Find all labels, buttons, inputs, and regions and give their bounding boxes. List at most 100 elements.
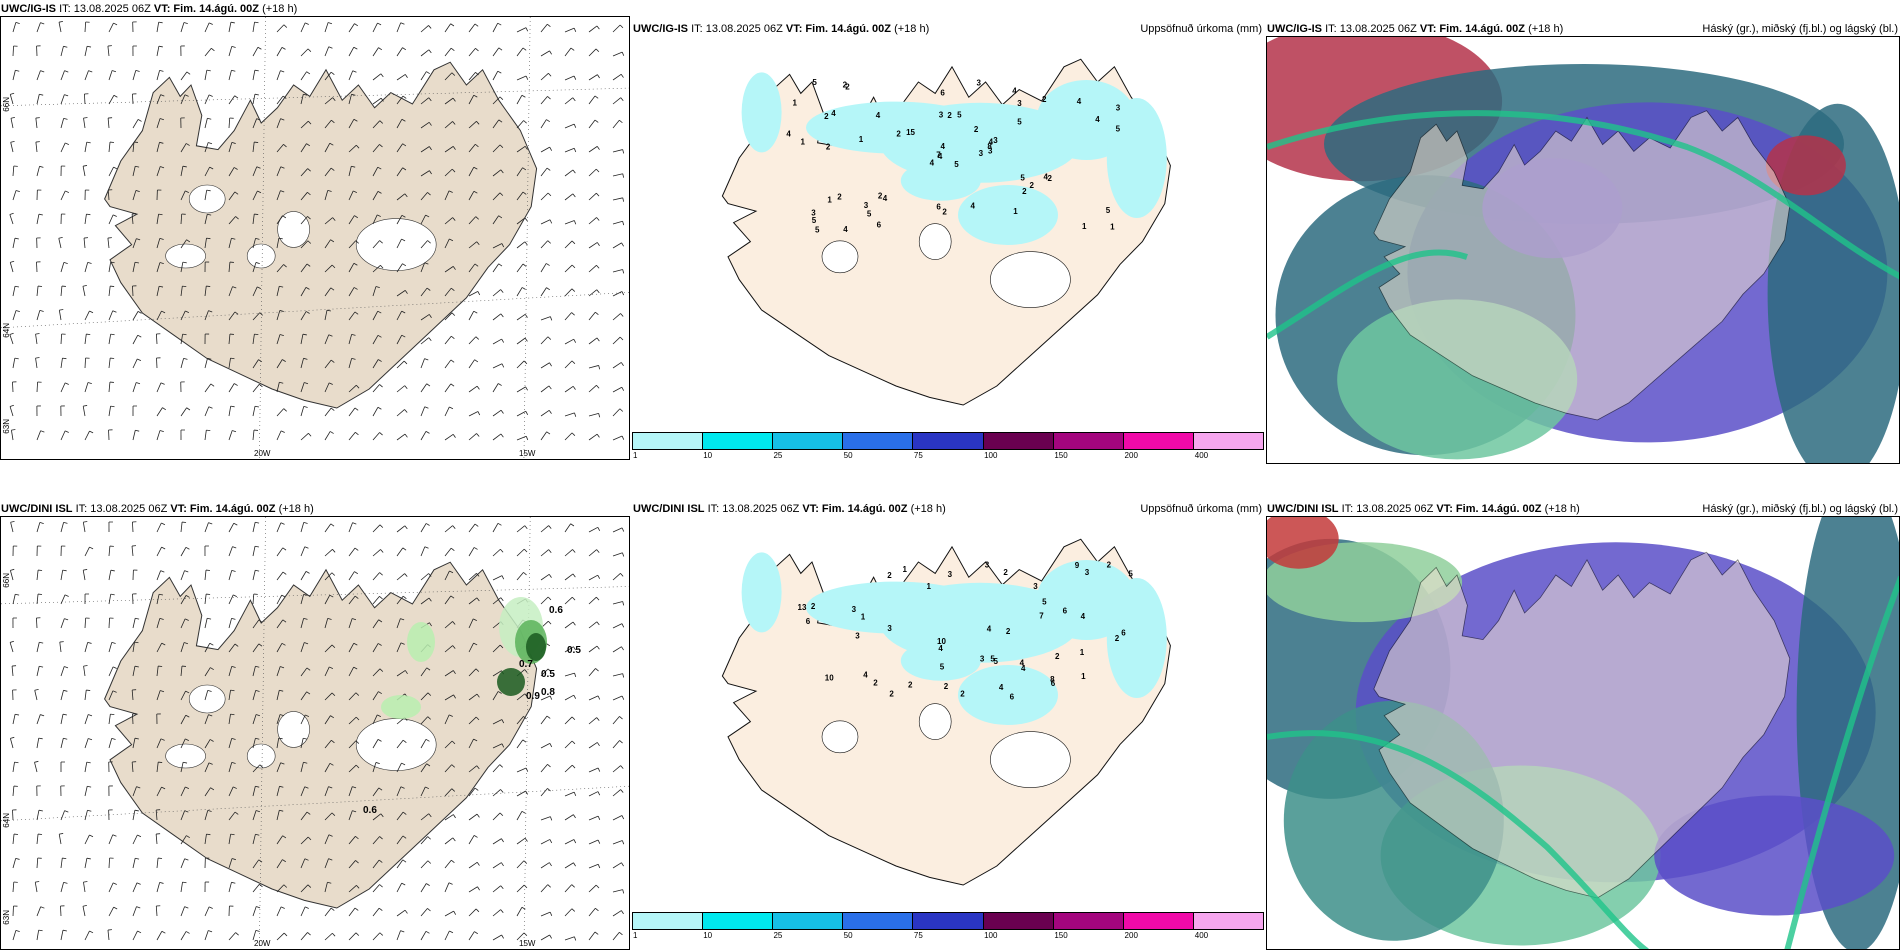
precip-value-label: 3 — [985, 561, 990, 570]
precip-value-label: 2 — [873, 679, 878, 688]
colorbar-swatch — [1193, 913, 1263, 929]
colorbar-labels: 1 10 25 50 75 100 150 200 400 — [632, 451, 1264, 463]
panel-wind-dini: UWC/DINI ISL IT: 13.08.2025 06Z VT: Fim.… — [0, 480, 630, 950]
wind-map[interactable]: 0.6 0.5 0.7 0.5 0.8 0.9 0.6 20W 15W 66N 64N 63… — [0, 516, 630, 950]
precip-value-label: 2 — [1022, 187, 1027, 196]
field-title: Uppsöfnuð úrkoma (mm) — [1140, 23, 1262, 35]
precip-value-label: 3 — [811, 209, 816, 218]
colorbar-swatch — [633, 913, 704, 929]
colorbar-swatch — [773, 913, 844, 929]
graticule — [1, 517, 629, 949]
precip-value-label: 2 — [1115, 634, 1120, 643]
precip-value-label: 2 — [1107, 560, 1112, 569]
field-title: Háský (gr.), miðský (fj.bl.) og lágský (… — [1702, 23, 1898, 35]
precip-value-label: 4 — [883, 194, 888, 203]
panel-precip-dini: UWC/DINI ISL IT: 13.08.2025 06Z VT: Fim.… — [632, 480, 1264, 950]
colorbar-label: 10 — [703, 931, 713, 940]
precip-value-label: 1 — [903, 565, 908, 574]
iceland-land — [1373, 551, 1791, 899]
precip-value-label: 3 — [852, 605, 857, 614]
colorbar-label: 150 — [1054, 931, 1068, 940]
init-time: IT: 13.08.2025 06Z — [59, 3, 151, 15]
precip-value-label: 4 — [1077, 97, 1082, 106]
precip-value-label: 5 — [1116, 124, 1121, 133]
precip-value-label: 3 — [1017, 99, 1022, 108]
precip-value-label: 1 — [1082, 222, 1087, 231]
precip-value-label: 4 — [1020, 659, 1025, 668]
colorbar-label: 1 — [633, 451, 638, 460]
precip-value-label: 4 — [876, 111, 881, 120]
precip-value-label: 6 — [936, 202, 941, 211]
lon-tick: 20W — [254, 449, 271, 458]
precip-value-label: 5 — [1042, 597, 1047, 606]
precip-value-label: 5 — [957, 111, 962, 120]
wind-map[interactable]: 20W 15W 66N 64N 63N — [0, 16, 630, 460]
init-time: IT: 13.08.2025 06Z — [1325, 23, 1417, 35]
precip-value-label: 2 — [1030, 181, 1035, 190]
colorbar-label: 200 — [1124, 451, 1138, 460]
precip-value-label: 1 — [927, 582, 932, 591]
cloud-layer — [1654, 795, 1895, 916]
precip-value-label: 4 — [831, 109, 836, 118]
precip-value-label: 5 — [954, 160, 959, 169]
glacier — [277, 711, 310, 748]
precip-value-label: 4 — [1095, 115, 1100, 124]
precip-value-label: 5 — [1106, 206, 1111, 215]
colorbar-swatch — [983, 913, 1054, 929]
valid-time: Fim. 14.ágú. 00Z — [1439, 23, 1526, 35]
lead-time: (+18 h) — [910, 503, 946, 515]
precip-value-label: 5 — [994, 657, 999, 666]
field-title: Háský (gr.), miðský (fj.bl.) og lágský (… — [1702, 503, 1898, 515]
colorbar-label: 150 — [1054, 451, 1068, 460]
colorbar-label: 25 — [773, 931, 783, 940]
precip-value-label: 3 — [980, 654, 985, 663]
lead-time: (+18 h) — [1544, 503, 1580, 515]
lat-tick: 66N — [2, 97, 11, 112]
precip-value-label: 4 — [1044, 172, 1049, 181]
glacier — [355, 718, 437, 771]
panel-header: UWC/DINI ISL IT: 13.08.2025 06Z VT: Fim.… — [632, 480, 1264, 515]
precip-map[interactable]: 6 2 4 3 6 4 2 3 4 2 10 13 10 5 7 9 6 3 2 4 8 5 2 6 2 5 3 1 2 1 4 2 3 2 1 2 3… — [632, 516, 1264, 908]
cloud-map[interactable] — [1266, 36, 1900, 464]
precip-shading — [741, 552, 1167, 725]
precip-value-label: 2 — [811, 602, 816, 611]
precip-value-label: 5 — [815, 226, 820, 235]
colorbar-label: 25 — [773, 451, 783, 460]
precip-value-label: 4 — [863, 670, 868, 679]
wind-barbs — [9, 520, 625, 941]
precip-value-label: 3 — [988, 146, 993, 155]
lead-time: (+18 h) — [894, 23, 930, 35]
precip-value-label: 4 — [930, 159, 935, 168]
glacier — [246, 743, 276, 769]
wind-value-label: 0.5 — [541, 669, 555, 680]
wind-barbs — [9, 21, 625, 441]
valid-time: Fim. 14.ágú. 00Z — [805, 23, 892, 35]
precip-value-label: 1 — [793, 99, 798, 108]
colorbar-swatch — [913, 913, 984, 929]
precip-value-label: 13 — [798, 603, 807, 612]
valid-label: VT: — [170, 503, 187, 515]
iceland-land — [104, 561, 538, 909]
valid-label: VT: — [1419, 23, 1437, 35]
wind-value-label: 0.5 — [567, 645, 581, 656]
model-name: UWC/DINI ISL — [633, 503, 705, 515]
precip-value-label: 3 — [1085, 568, 1090, 577]
precip-value-label: 3 — [939, 110, 944, 119]
precip-value-label: 7 — [936, 150, 941, 159]
init-time: IT: 13.08.2025 06Z — [75, 503, 168, 515]
panel-precip-ig-is: UWC/IG-IS IT: 13.08.2025 06Z VT: Fim. 14… — [632, 0, 1264, 470]
precip-map[interactable]: 5 2 4 3 4 4 4 5 3 3 2 1 2 3 4 5 4 3 2 2 15 5 5 2 3 2 4 6 1 5 5 7 6 4 4 2 2 1 5… — [632, 36, 1264, 432]
lon-tick: 15W — [519, 449, 536, 458]
cloud-map[interactable] — [1266, 516, 1900, 950]
precip-value-label: 2 — [1003, 568, 1008, 577]
panel-wind-ig-is: UWC/IG-IS IT: 13.08.2025 06Z VT: Fim. 14… — [0, 0, 630, 470]
precip-value-label: 1 — [1013, 207, 1018, 216]
wind-value-label: 0.7 — [519, 659, 533, 670]
precip-value-label: 4 — [938, 644, 943, 653]
precip-value-label: 5 — [1020, 173, 1025, 182]
colorbar-label: 50 — [843, 931, 853, 940]
lat-tick: 64N — [2, 323, 11, 338]
precip-value-label: 2 — [878, 192, 883, 201]
colorbar-swatch — [703, 913, 774, 929]
precip-value-label: 6 — [806, 617, 811, 626]
